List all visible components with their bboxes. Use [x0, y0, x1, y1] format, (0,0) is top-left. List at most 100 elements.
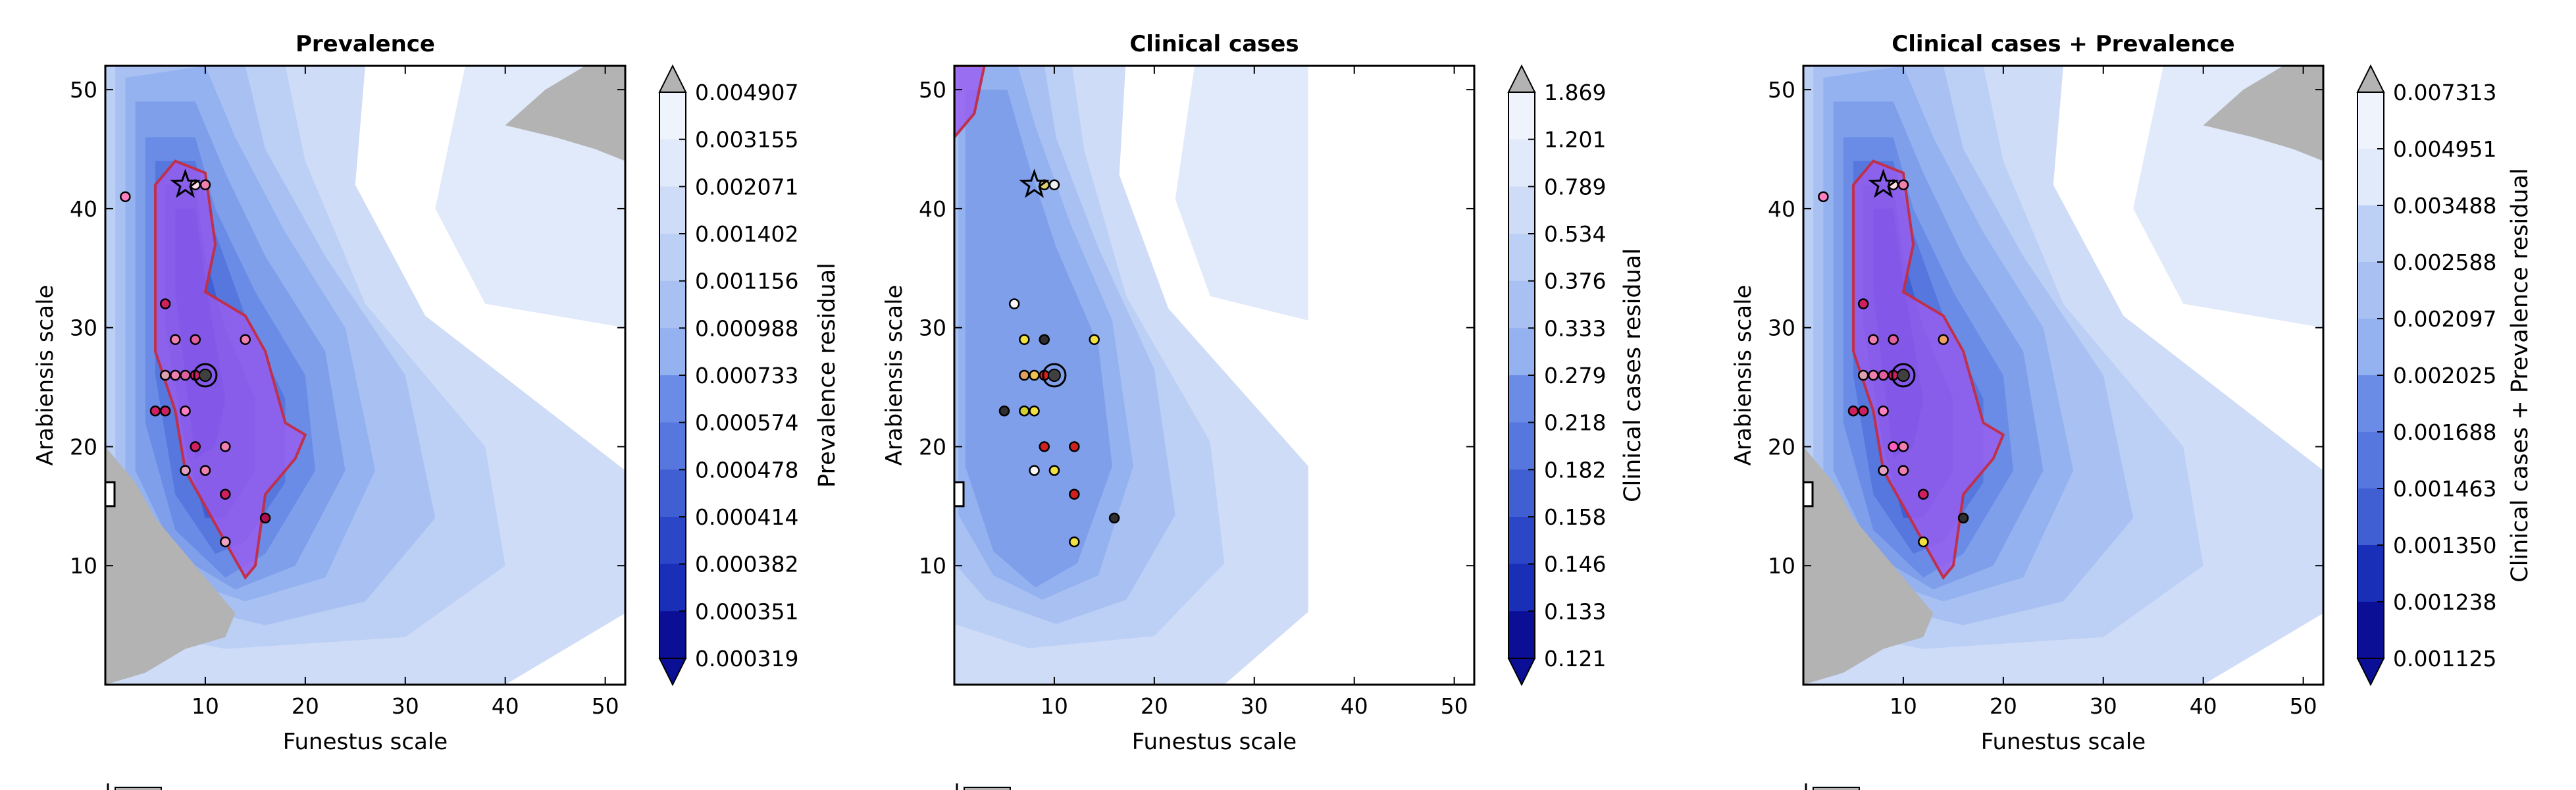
data-point	[220, 536, 231, 548]
colorbar-segment	[659, 280, 686, 329]
data-point	[998, 405, 1010, 417]
data-point	[180, 369, 191, 381]
data-point	[240, 334, 251, 346]
contour-plot	[105, 66, 625, 685]
y-axis-label: Arabiensis scale	[881, 285, 908, 466]
y-tick-label: 40	[1768, 196, 1795, 222]
x-tick-label: 10	[1041, 693, 1068, 719]
y-tick-label: 20	[1768, 434, 1795, 460]
colorbar-tick-label: 0.000319	[695, 646, 798, 672]
data-point	[220, 441, 231, 452]
colorbar-tick-label: 0.001350	[2393, 533, 2496, 558]
plot-frame	[104, 65, 627, 686]
data-point	[1008, 298, 1020, 309]
colorbar-tick-label: 0.333	[1544, 315, 1606, 341]
plot-frame	[953, 65, 1476, 686]
colorbar-label: Clinical cases residual	[1620, 248, 1646, 502]
x-tick-label: 20	[292, 693, 319, 719]
contour-band	[105, 66, 625, 328]
colorbar-tick-label: 1.869	[1544, 80, 1606, 105]
clinical-cases-panel: Clinical cases 10 20 30 40 50 10 20 30 40 50 Fune…	[881, 31, 1646, 755]
baseline-marker	[1891, 363, 1916, 388]
colorbar-segment	[2357, 92, 2384, 149]
optimum-star-marker	[170, 169, 201, 198]
x-tick-label: 20	[1141, 693, 1168, 719]
colorbar-tick-label: 0.001125	[2393, 646, 2496, 672]
data-point	[1069, 441, 1080, 452]
colorbar-tick-label: 0.003155	[695, 127, 798, 153]
colorbar-extend-bottom	[2356, 658, 2385, 687]
data-point	[1888, 441, 1899, 452]
colorbar-tick-label: 0.000988	[695, 315, 798, 341]
data-point	[1857, 405, 1869, 417]
data-point	[159, 298, 171, 309]
colorbar-segment	[659, 92, 686, 140]
y-tick-label: 50	[70, 77, 97, 103]
colorbar-segment	[1508, 611, 1535, 659]
data-point	[159, 405, 171, 417]
colorbar-tick-label: 0.001402	[695, 221, 798, 247]
combined-panel: Clinical cases + Prevalence 10 20 30 40 5010…	[1730, 31, 2533, 755]
colorbar-tick-label: 0.004907	[695, 80, 798, 105]
colorbar-segment	[2357, 375, 2384, 433]
colorbar-tick-label: 0.003488	[2393, 193, 2496, 219]
data-point	[1019, 369, 1030, 381]
colorbar-segment	[1508, 564, 1535, 612]
colorbar: 0.004907 0.003155 0.002071 0.001402 0.001156…	[658, 64, 798, 687]
colorbar-segment	[1508, 139, 1535, 187]
colorbar-tick-label: 0.534	[1544, 221, 1606, 247]
contour-band	[965, 90, 1112, 588]
colorbar: 0.007313 0.004951 0.003488 0.002588 0.002097…	[2356, 64, 2496, 687]
x-axis-label: Funestus scale	[283, 729, 448, 755]
colorbar-extend-bottom	[1507, 658, 1536, 687]
y-tick-label: 50	[1768, 77, 1795, 103]
data-point	[1888, 334, 1899, 346]
data-point	[1897, 465, 1909, 476]
data-point	[190, 334, 201, 346]
data-point	[199, 465, 211, 476]
colorbar-tick-label: 0.146	[1544, 552, 1606, 577]
baseline-marker-core	[1047, 369, 1061, 382]
colorbar-tick-label: 0.279	[1544, 363, 1606, 388]
colorbar-extend-top	[1507, 64, 1536, 93]
colorbar-segment	[2357, 319, 2384, 376]
y-tick-label: 50	[919, 77, 946, 103]
x-tick-label: 30	[2090, 693, 2117, 719]
data-point	[1069, 488, 1080, 500]
data-point	[1029, 369, 1040, 381]
data-point	[159, 369, 171, 381]
colorbar-segment	[2357, 262, 2384, 319]
data-point	[1918, 536, 1929, 548]
colorbar-segment	[1508, 469, 1535, 517]
data-point	[190, 441, 201, 452]
x-tick-label: 50	[1441, 693, 1468, 719]
colorbar-segment	[1508, 375, 1535, 423]
data-point	[180, 405, 191, 417]
colorbar-tick-label: 0.000382	[695, 552, 798, 577]
colorbar-extend-top	[658, 64, 687, 93]
colorbar-tick-label: 0.000351	[695, 598, 798, 624]
y-tick-label: 40	[70, 196, 97, 222]
colorbar-segment	[659, 469, 686, 517]
data-point	[1069, 536, 1080, 548]
data-point	[1957, 512, 1969, 524]
prevalence-panel: Prevalence 10 20 30 40 50 10 20 30 40 50 Funestus…	[32, 31, 840, 755]
x-tick-label: 40	[2190, 693, 2217, 719]
y-tick-label: 30	[70, 315, 97, 341]
colorbar-label: Clinical cases + Prevalence residual	[2507, 168, 2533, 582]
colorbar-segment	[2357, 205, 2384, 263]
data-point	[1938, 334, 1949, 346]
data-point	[1878, 369, 1889, 381]
colorbar-segment	[659, 186, 686, 234]
colorbar-tick-label: 0.000733	[695, 363, 798, 388]
optimal-region	[954, 66, 986, 140]
x-tick-label: 50	[592, 693, 619, 719]
colorbar-segment	[2357, 149, 2384, 206]
colorbar-tick-label: 0.004951	[2393, 136, 2496, 162]
data-point	[1868, 334, 1879, 346]
edge-box	[105, 481, 116, 508]
baseline-marker	[1042, 363, 1067, 388]
contour-plot	[1803, 66, 2323, 685]
axis-ticks: 10 20 30 40 50 10 20 30 40 50	[70, 66, 625, 719]
